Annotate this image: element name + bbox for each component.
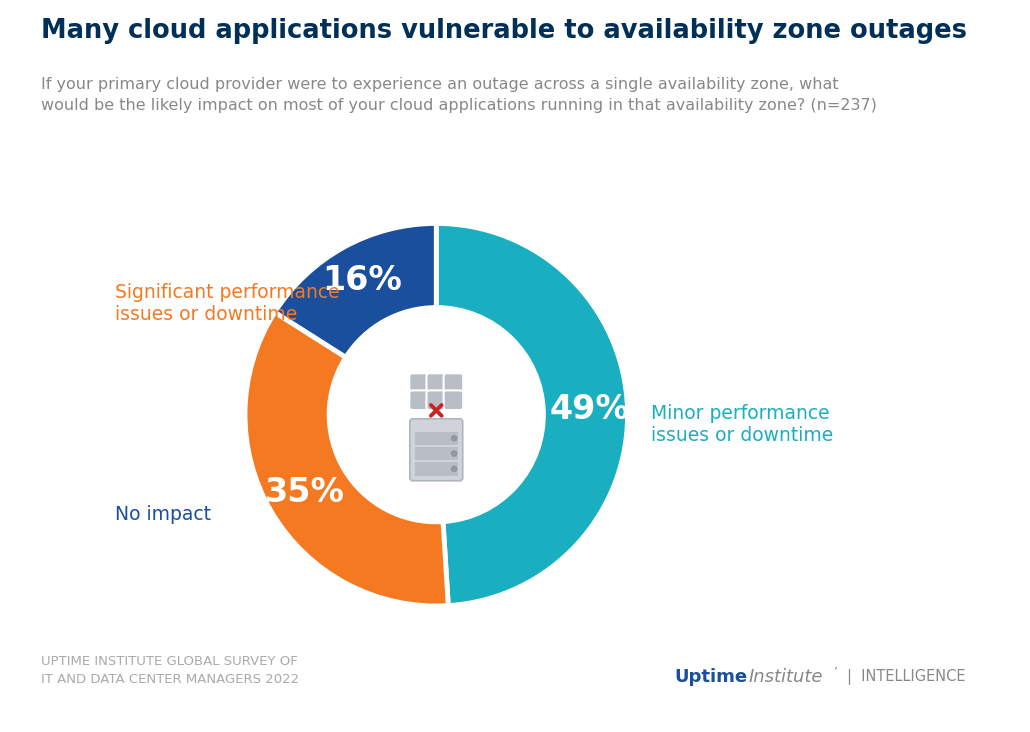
Text: Many cloud applications vulnerable to availability zone outages: Many cloud applications vulnerable to av… xyxy=(41,18,967,45)
Circle shape xyxy=(451,450,457,457)
Circle shape xyxy=(451,435,457,441)
FancyBboxPatch shape xyxy=(444,373,464,393)
Circle shape xyxy=(451,466,457,472)
Wedge shape xyxy=(437,223,627,605)
Wedge shape xyxy=(275,223,437,357)
FancyBboxPatch shape xyxy=(426,390,446,410)
Text: 35%: 35% xyxy=(265,476,344,509)
FancyBboxPatch shape xyxy=(409,373,428,393)
Text: ’: ’ xyxy=(834,665,838,679)
Bar xyxy=(415,462,457,476)
FancyBboxPatch shape xyxy=(444,390,464,410)
Text: 16%: 16% xyxy=(322,264,403,297)
FancyBboxPatch shape xyxy=(426,373,446,393)
FancyBboxPatch shape xyxy=(409,390,428,410)
Text: No impact: No impact xyxy=(115,504,211,523)
Text: UPTIME INSTITUTE GLOBAL SURVEY OF
IT AND DATA CENTER MANAGERS 2022: UPTIME INSTITUTE GLOBAL SURVEY OF IT AND… xyxy=(41,655,300,686)
Text: Significant performance
issues or downtime: Significant performance issues or downti… xyxy=(115,283,340,324)
Text: Institute: Institute xyxy=(749,668,823,686)
Text: Minor performance
issues or downtime: Minor performance issues or downtime xyxy=(651,404,833,445)
FancyBboxPatch shape xyxy=(410,419,462,481)
Bar xyxy=(415,447,457,460)
Wedge shape xyxy=(245,313,448,606)
Text: If your primary cloud provider were to experience an outage across a single avai: If your primary cloud provider were to e… xyxy=(41,77,878,113)
Text: Uptime: Uptime xyxy=(675,668,748,686)
Bar xyxy=(415,432,457,445)
Text: 49%: 49% xyxy=(549,393,629,427)
Text: |  INTELLIGENCE: | INTELLIGENCE xyxy=(847,669,965,685)
